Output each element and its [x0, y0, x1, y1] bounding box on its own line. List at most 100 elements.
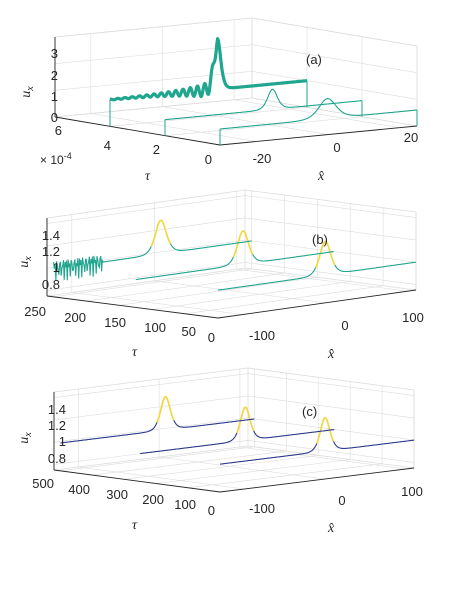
panel-c-peak-crest	[156, 395, 175, 423]
panel-c-u-ticks: 1.4 1.2 1 0.8	[48, 402, 66, 466]
panel-a-series-line	[109, 37, 308, 102]
panel-a-u-ticks: 3 2 1 0	[51, 46, 58, 125]
panel-b-u-tick: 1.4	[42, 228, 60, 243]
panel-b-zlabel: τ	[132, 345, 138, 360]
panel-a-u-tick: 2	[51, 68, 58, 83]
panel-c-tau-tick: 400	[68, 482, 90, 497]
panel-c-u-tick: 1	[59, 434, 66, 449]
panel-c-tau-tick: 500	[32, 476, 54, 491]
panel-c-series	[60, 395, 415, 465]
panel-a-gridline	[54, 97, 253, 118]
panel-a-gridline	[54, 17, 253, 38]
panel-b-tau-axis	[46, 295, 219, 319]
panel-b-gridline	[244, 217, 417, 241]
panel-a-u-tick: 3	[51, 46, 58, 61]
panel-b-tau-tick: 100	[144, 320, 166, 335]
panel-b-box-edge	[244, 267, 417, 291]
panel-b-gridline	[53, 268, 252, 298]
panel-c-tau-ticks: 500 400 300 200 100 0	[32, 476, 215, 518]
panel-b-u-tick: 1	[53, 260, 60, 275]
panel-a-series	[109, 37, 418, 145]
panel-a-gridline	[90, 113, 256, 142]
panel-a-tau-tick: 4	[104, 138, 111, 153]
panel-c-x-tick: 0	[338, 493, 345, 508]
panel-a-x-ticks: -20 0 20	[253, 130, 419, 166]
panel-b-peak-crest	[314, 240, 336, 269]
panel-b-gridline	[46, 195, 246, 224]
panel-b-x-tick: 100	[402, 310, 424, 325]
panel-a-series-line	[219, 98, 418, 130]
panel-b-x-axis	[217, 289, 417, 319]
panel-a-tau-tick: 2	[153, 142, 160, 157]
panel-b-u-tick: 0.8	[42, 277, 60, 292]
panel-a-x-tick: 0	[333, 140, 340, 155]
panel-c-gridline	[159, 456, 326, 480]
panel-c-u-tick: 0.8	[48, 451, 66, 466]
panel-b-peak-crest	[232, 230, 254, 258]
panel-a-label: (a)	[306, 52, 322, 67]
panel-a-gridline	[234, 99, 400, 128]
panel-b-gridline	[152, 281, 351, 310]
panel-c-u-tick: 1.2	[48, 418, 66, 433]
panel-b-u-ticks: 1.4 1.2 1 0.8	[42, 228, 60, 292]
panel-b-gridline	[71, 292, 243, 315]
panel-b-gridline	[86, 272, 285, 302]
panel-c-box-edge	[53, 367, 249, 393]
panel-c-x-ticks: -100 0 100	[249, 484, 423, 516]
panel-c-grid	[53, 367, 415, 493]
panel-a-tau-ticks: 6 4 2 0	[55, 123, 212, 167]
panel-b-tau-tick: 50	[182, 324, 196, 339]
panel-c-x-tick: -100	[249, 501, 275, 516]
panel-a-tau-axis	[54, 116, 221, 146]
panel-c-gridline	[247, 440, 415, 463]
panel-a-u-tick: 0	[51, 110, 58, 125]
panel-b-ylabel: ux	[17, 256, 34, 268]
panel-b-peak-crest	[150, 219, 172, 247]
panel-c-gridline	[188, 463, 383, 489]
panel-b-gridline	[46, 217, 246, 247]
panel-c-gridline	[247, 417, 415, 441]
panel-a-series-line	[164, 88, 362, 121]
panel-a-zlabel: τ	[145, 169, 151, 184]
panel-b-x-tick: -100	[249, 328, 275, 343]
panel-b-tau-ticks: 250 200 150 100 50 0	[24, 304, 215, 345]
panel-a-xlabel: x̂	[317, 169, 325, 184]
panel-c-tau-tick: 300	[106, 487, 128, 502]
panel-b-series	[53, 219, 417, 291]
panel-c-gridline	[53, 373, 249, 398]
panel-c-tau-tick: 100	[174, 497, 196, 512]
panel-b-gridline	[244, 262, 417, 285]
panel-c: (c) 1.4 1.2 1 0.8 ux 500 400 300 200 100…	[17, 367, 423, 536]
panel-b-tau-tick: 250	[24, 304, 46, 319]
panel-c-x-axis	[219, 467, 415, 493]
panel-b-tau-tick: 200	[64, 310, 86, 325]
panel-c-gridline	[78, 466, 245, 490]
panel-b-box-edge	[46, 189, 246, 219]
panel-a-ylabel: ux	[19, 86, 36, 98]
panel-a-tau-tick: 0	[205, 152, 212, 167]
panel-a-gridline	[251, 97, 418, 127]
panel-b-gridline	[236, 268, 408, 292]
panel-a-gridline	[251, 17, 418, 47]
panel-c-gridline	[53, 395, 249, 421]
panel-c-box-edge	[53, 445, 249, 471]
panel-c-zlabel: τ	[132, 518, 138, 533]
panel-c-tau-axis	[53, 469, 221, 493]
panel-c-xlabel: x̂	[327, 521, 335, 536]
panel-c-gridline	[92, 450, 287, 476]
panel-b-gridline	[46, 262, 246, 291]
panel-b-gridline	[244, 195, 417, 218]
panel-c-peak-crest	[236, 406, 255, 434]
panel-c-gridline	[247, 373, 415, 396]
panel-b-grid	[46, 189, 417, 319]
panel-b-tau-tick: 0	[208, 330, 215, 345]
panel-b-tau-tick: 150	[104, 315, 126, 330]
panel-b-u-tick: 1.2	[42, 244, 60, 259]
panel-c-x-tick: 100	[401, 484, 423, 499]
panel-c-gridline	[156, 459, 351, 484]
panel-c-tau-tick: 0	[208, 503, 215, 518]
panel-b-box-edge	[244, 189, 417, 213]
panel-a-gridline	[251, 71, 418, 100]
panel-c-gridline	[239, 446, 406, 470]
panel-b-label: (b)	[312, 232, 328, 247]
